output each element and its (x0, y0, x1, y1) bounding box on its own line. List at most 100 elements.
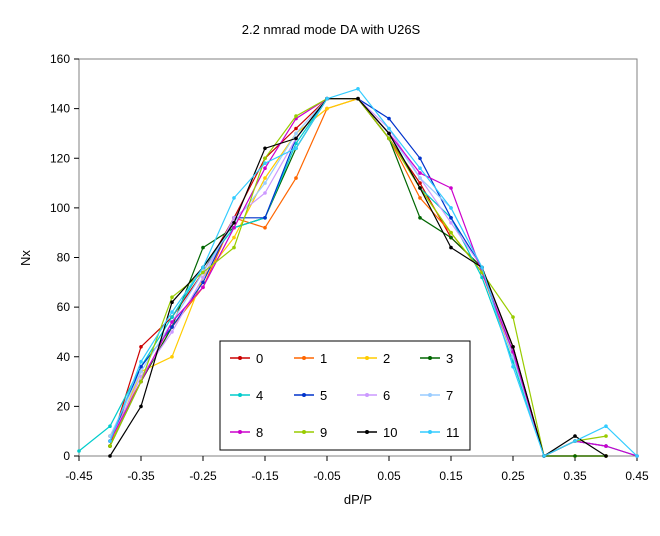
data-point (449, 216, 453, 220)
data-point (604, 424, 608, 429)
legend-label: 5 (320, 388, 327, 403)
data-point (139, 369, 143, 374)
data-point (387, 131, 391, 136)
data-point (232, 235, 236, 240)
legend-label: 11 (446, 425, 460, 440)
legend-label: 4 (256, 388, 263, 403)
x-tick-label: 0.35 (563, 469, 587, 483)
legend-label: 2 (383, 351, 390, 366)
legend-item-6: 6 (357, 388, 390, 403)
y-tick-label: 160 (50, 52, 70, 66)
data-point (201, 265, 205, 270)
data-point (108, 444, 112, 448)
data-point (294, 141, 298, 146)
data-point (170, 310, 174, 314)
legend-swatch-marker (428, 356, 432, 360)
data-point (139, 379, 143, 384)
data-point (480, 265, 484, 270)
data-point (263, 166, 267, 170)
x-tick-label: -0.45 (65, 469, 93, 483)
legend-item-0: 0 (230, 351, 263, 366)
data-point (294, 146, 298, 151)
data-point (418, 181, 422, 185)
data-point (449, 245, 453, 250)
series-line (109, 88, 638, 457)
legend-item-5: 5 (294, 388, 327, 403)
legend-item-8: 8 (230, 425, 263, 440)
x-axis: -0.45 -0.35 -0.25 -0.15 -0.05 0.05 0.15 0.25 0.3… (65, 456, 649, 483)
legend-swatch-marker (238, 430, 242, 434)
data-point (263, 181, 267, 185)
data-point (170, 355, 174, 359)
data-point (387, 126, 391, 131)
legend-item-1: 1 (294, 351, 327, 366)
x-tick-label: -0.05 (313, 469, 341, 483)
data-point (418, 196, 422, 200)
data-point (170, 320, 174, 324)
legend-item-9: 9 (294, 425, 327, 440)
legend-item-4: 4 (230, 388, 263, 403)
legend-swatch-marker (238, 356, 242, 360)
data-point (263, 216, 267, 220)
data-point (170, 295, 174, 300)
data-point (449, 206, 453, 210)
series-11 (108, 87, 639, 458)
data-point (232, 221, 236, 225)
legend-label: 0 (256, 351, 263, 366)
data-point (604, 444, 608, 448)
data-point (139, 404, 143, 409)
legend-swatch-marker (302, 430, 306, 434)
legend-item-10: 10 (357, 425, 397, 440)
y-tick-label: 0 (63, 449, 70, 463)
data-point (573, 454, 577, 458)
data-point (418, 166, 422, 170)
data-point (263, 161, 267, 165)
legend-label: 10 (383, 425, 397, 440)
y-tick-label: 20 (57, 399, 71, 413)
data-point (449, 221, 453, 225)
data-point (542, 454, 546, 458)
y-tick-label: 40 (57, 350, 71, 364)
data-point (294, 114, 298, 118)
data-point (108, 439, 112, 443)
data-point (418, 216, 422, 220)
data-point (263, 156, 267, 161)
data-point (418, 186, 422, 190)
legend-item-3: 3 (420, 351, 453, 366)
chart-title: 2.2 nmrad mode DA with U26S (242, 22, 421, 37)
data-point (170, 300, 174, 305)
data-point (294, 126, 298, 131)
data-point (387, 116, 391, 121)
data-point (294, 136, 298, 141)
data-point (449, 235, 453, 240)
data-point (356, 96, 360, 101)
legend: 0 1 2 3 4 5 6 7 8 9 10 11 (219, 340, 471, 451)
data-point (201, 285, 205, 290)
y-axis: 0 20 40 60 80 100 120 140 160 (50, 52, 79, 463)
data-point (480, 275, 484, 280)
data-point (201, 245, 205, 250)
x-tick-label: -0.15 (251, 469, 279, 483)
data-point (108, 434, 112, 438)
data-point (77, 449, 81, 453)
x-tick-label: 0.15 (439, 469, 463, 483)
data-point (418, 156, 422, 161)
legend-swatch-marker (365, 430, 369, 434)
x-tick-label: 0.45 (625, 469, 649, 483)
data-point (604, 434, 608, 438)
data-point (604, 454, 608, 458)
data-point (418, 176, 422, 180)
y-tick-label: 120 (50, 151, 70, 165)
legend-swatch-marker (302, 356, 306, 360)
data-point (263, 146, 267, 151)
x-tick-label: -0.35 (127, 469, 155, 483)
y-tick-label: 60 (57, 300, 71, 314)
legend-swatch-marker (365, 393, 369, 397)
data-point (635, 454, 639, 458)
data-point (263, 225, 267, 230)
x-axis-label: dP/P (344, 492, 372, 507)
y-axis-label: Nx (18, 250, 33, 266)
data-point (573, 434, 577, 438)
legend-swatch-marker (428, 430, 432, 434)
